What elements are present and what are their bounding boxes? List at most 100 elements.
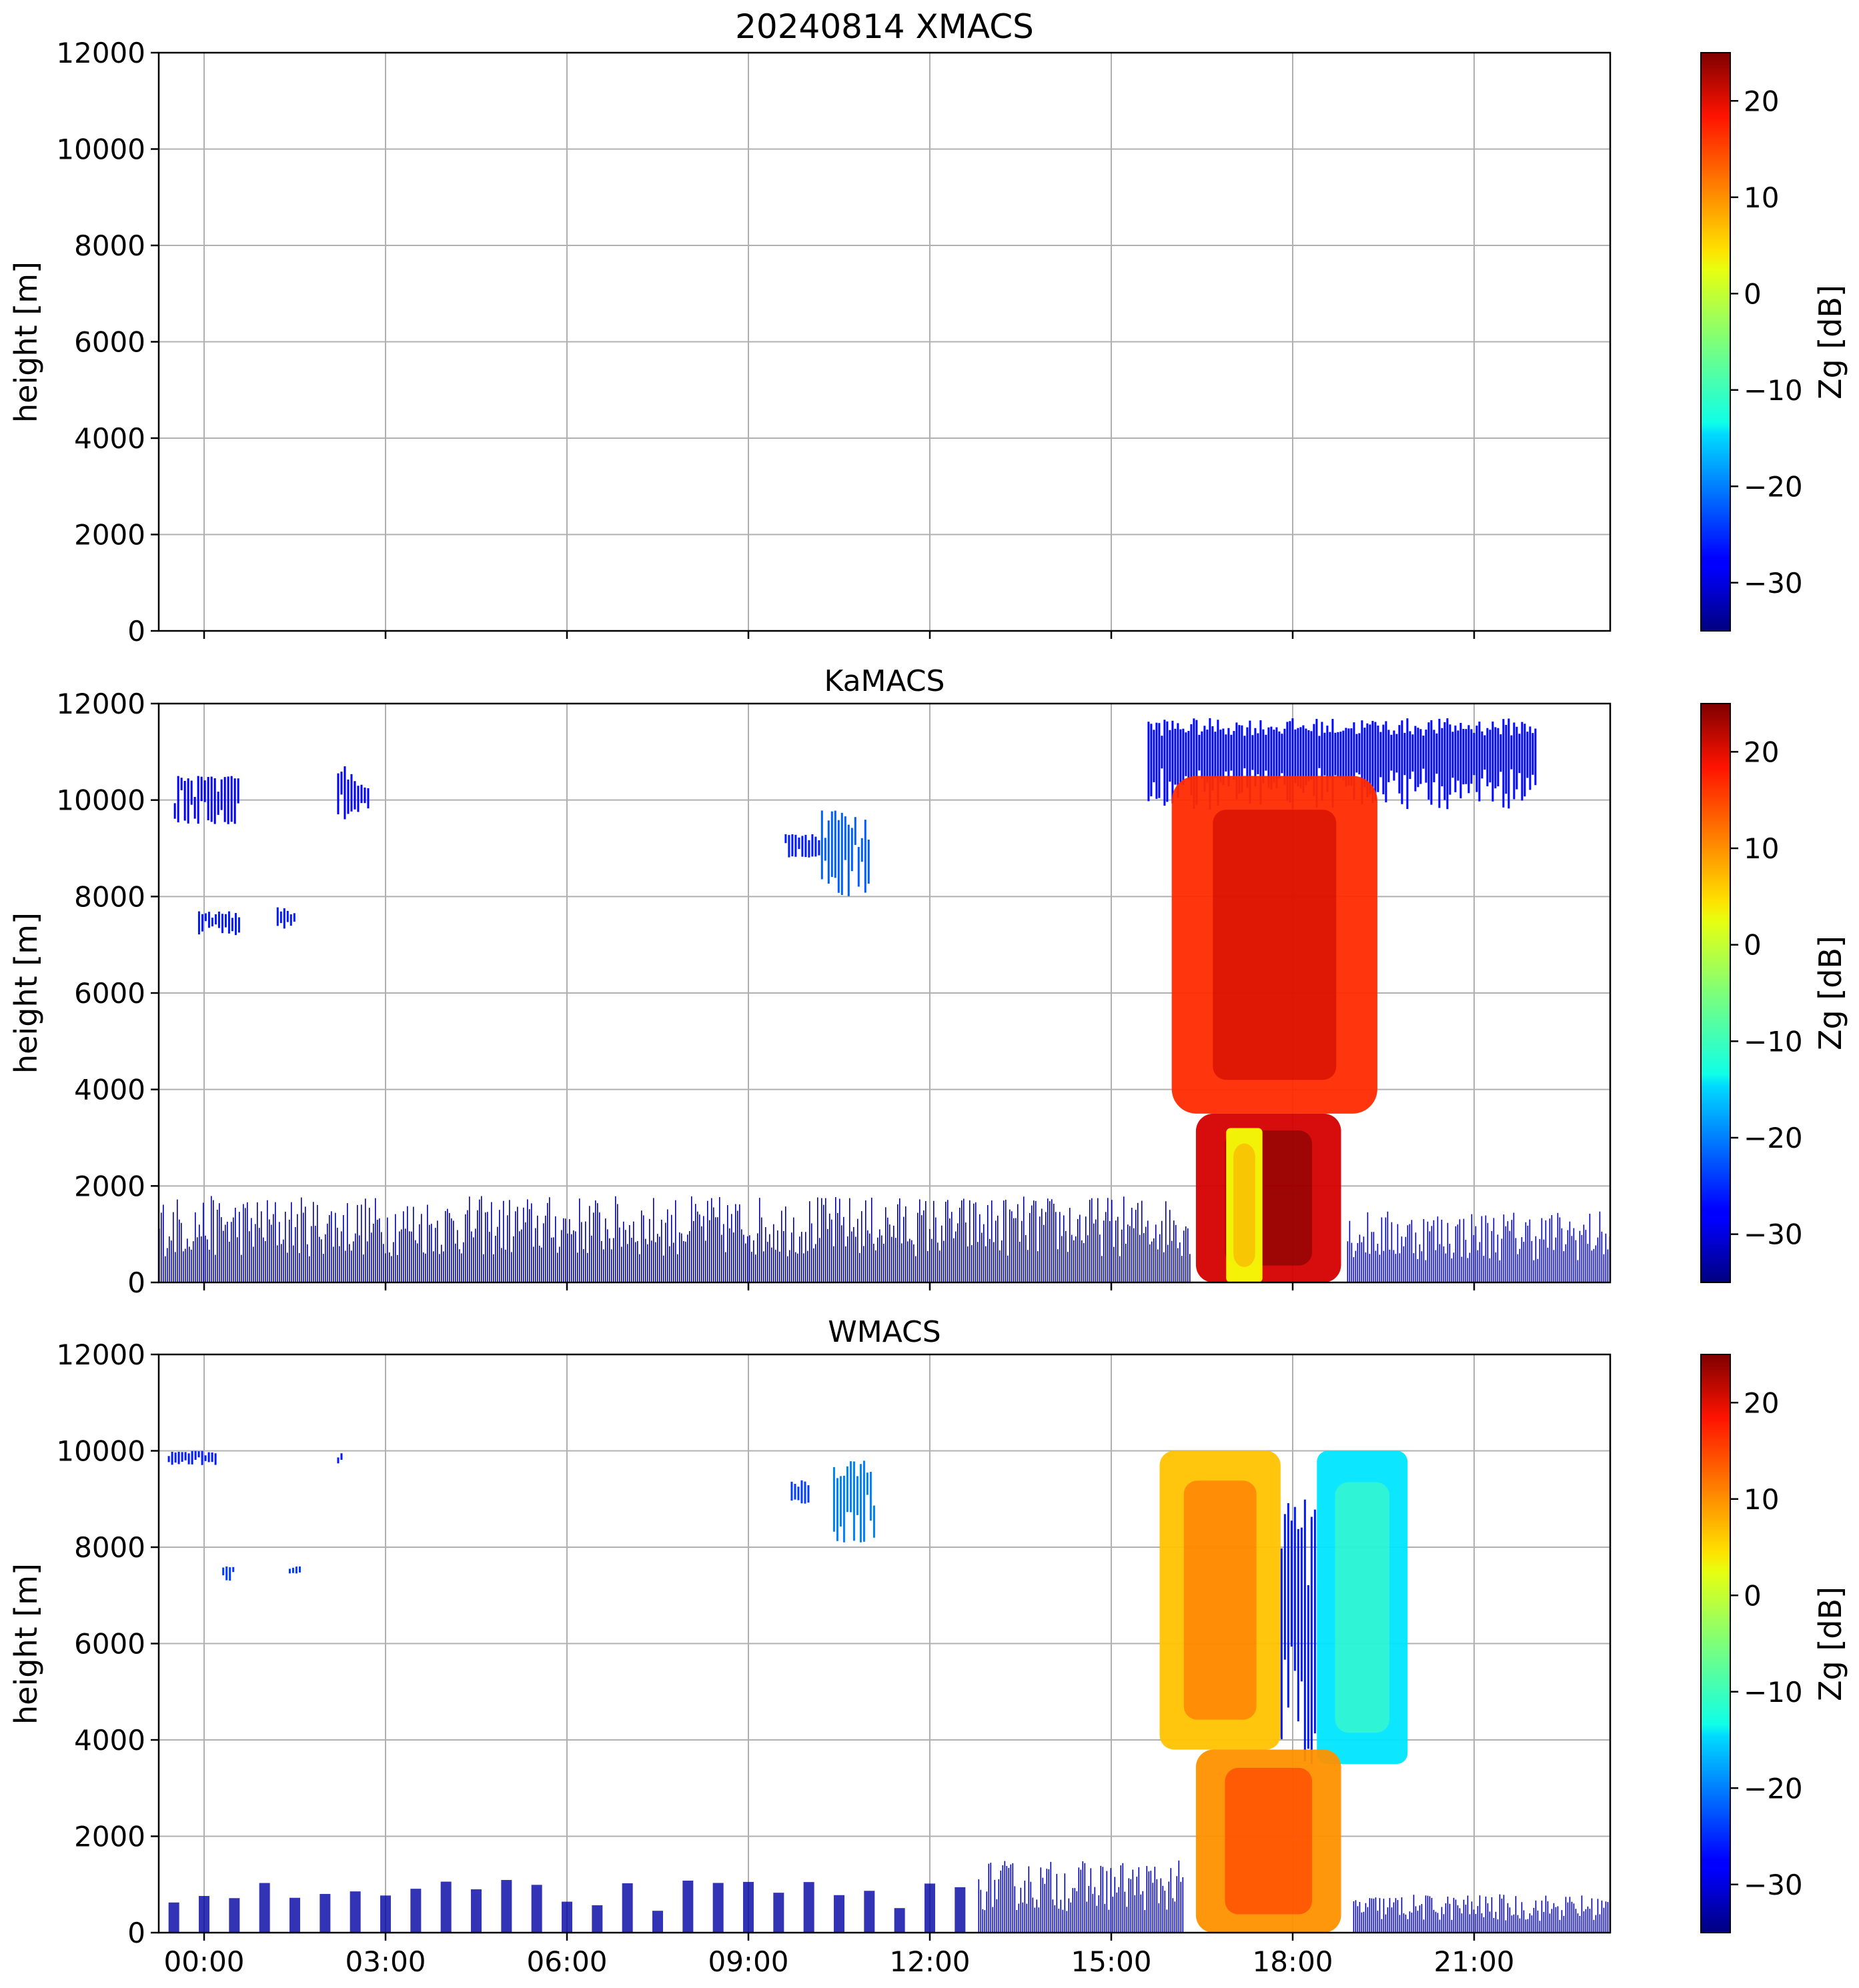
echo-streak <box>187 1453 190 1464</box>
echo-noise <box>1435 1911 1437 1933</box>
echo-noise <box>769 1234 770 1282</box>
echo-noise <box>731 1214 732 1282</box>
echo-noise <box>851 1231 852 1282</box>
echo-streak <box>1478 722 1481 802</box>
echo-noise <box>1451 1919 1453 1933</box>
colorbar-tick-label: 0 <box>1744 929 1762 962</box>
echo-noise <box>1367 1212 1369 1282</box>
echo-streak <box>1483 735 1486 770</box>
echo-noise <box>445 1210 446 1282</box>
echo-noise <box>829 1213 830 1282</box>
echo-noise <box>551 1237 552 1282</box>
echo-noise <box>1002 1865 1004 1933</box>
echo-noise <box>1489 1911 1491 1933</box>
echo-streak <box>207 912 210 928</box>
echo-noise <box>1119 1256 1121 1282</box>
echo-streak <box>1377 726 1379 792</box>
echo-noise <box>229 1241 230 1282</box>
echo-noise <box>341 1231 342 1282</box>
echo-noise <box>995 1220 997 1282</box>
echo-noise <box>911 1240 912 1282</box>
echo-streak <box>1331 719 1334 808</box>
echo-noise <box>1065 1230 1067 1282</box>
echo-noise <box>943 1240 945 1282</box>
panel-title: WMACS <box>828 1315 941 1349</box>
echo-streak <box>364 787 366 804</box>
echo-noise <box>1571 1901 1573 1933</box>
echo-noise <box>917 1212 918 1282</box>
echo-noise <box>1171 1240 1173 1282</box>
echo-noise <box>1405 1236 1407 1282</box>
echo-noise <box>1455 1899 1457 1933</box>
echo-noise <box>299 1253 300 1282</box>
echo-noise <box>987 1205 989 1282</box>
echo-streak <box>837 820 840 893</box>
echo-noise <box>1481 1913 1483 1933</box>
echo-noise <box>927 1250 928 1282</box>
echo-noise <box>1467 1895 1469 1933</box>
echo-noise <box>1383 1899 1385 1933</box>
echo-noise <box>1361 1242 1363 1282</box>
echo-noise <box>495 1236 496 1282</box>
echo-streak <box>818 840 820 856</box>
echo-noise <box>723 1224 724 1282</box>
echo-noise <box>1167 1244 1169 1282</box>
echo-noise <box>711 1198 712 1282</box>
echo-burst <box>289 1897 300 1933</box>
echo-noise <box>1601 1900 1603 1933</box>
echo-noise <box>1563 1251 1565 1282</box>
echo-noise <box>277 1245 278 1282</box>
echo-noise <box>947 1200 949 1282</box>
echo-noise <box>1541 1900 1543 1933</box>
echo-noise <box>173 1212 174 1282</box>
echo-noise <box>701 1226 702 1282</box>
echo-burst <box>168 1902 179 1933</box>
echo-noise <box>1075 1236 1077 1282</box>
y-tick-label: 4000 <box>74 1074 145 1106</box>
echo-core-inner <box>1213 810 1337 1080</box>
echo-noise <box>233 1217 234 1282</box>
echo-streak <box>1499 734 1502 772</box>
echo-noise <box>225 1224 226 1282</box>
echo-noise <box>1435 1250 1437 1282</box>
echo-noise <box>1399 1253 1401 1282</box>
echo-noise <box>1591 1250 1593 1282</box>
echo-streak <box>1291 718 1294 810</box>
echo-streak <box>197 911 200 935</box>
echo-streak <box>207 777 209 821</box>
echo-noise <box>733 1232 734 1282</box>
echo-noise <box>753 1240 754 1282</box>
echo-noise <box>519 1231 520 1282</box>
echo-noise <box>321 1239 322 1282</box>
echo-noise <box>507 1215 508 1282</box>
echo-noise <box>949 1218 951 1282</box>
echo-noise <box>1077 1218 1079 1282</box>
echo-noise <box>631 1238 632 1282</box>
echo-noise <box>1074 1888 1076 1933</box>
echo-noise <box>1078 1867 1080 1933</box>
echo-noise <box>1080 1869 1082 1933</box>
echo-streak <box>797 1486 800 1501</box>
echo-noise <box>1591 1898 1593 1933</box>
echo-noise <box>1146 1866 1148 1933</box>
echo-noise <box>1453 1252 1455 1282</box>
echo-noise <box>1397 1900 1399 1933</box>
y-tick-label: 12000 <box>56 37 145 69</box>
echo-streak <box>1300 1527 1303 1682</box>
echo-noise <box>433 1251 434 1282</box>
echo-noise <box>1189 1254 1191 1282</box>
echo-noise <box>1585 1230 1587 1282</box>
echo-noise <box>361 1204 362 1282</box>
echo-streak <box>847 824 850 896</box>
echo-noise <box>273 1214 274 1282</box>
echo-noise <box>865 1200 866 1282</box>
echo-noise <box>797 1253 798 1282</box>
echo-streak <box>804 834 807 858</box>
echo-noise <box>717 1217 718 1282</box>
x-tick-label: 15:00 <box>1071 1945 1151 1978</box>
echo-noise <box>1471 1901 1473 1933</box>
echo-noise <box>1381 1217 1383 1282</box>
echo-streak <box>1355 734 1358 773</box>
echo-streak <box>808 840 810 858</box>
echo-noise <box>975 1202 977 1282</box>
